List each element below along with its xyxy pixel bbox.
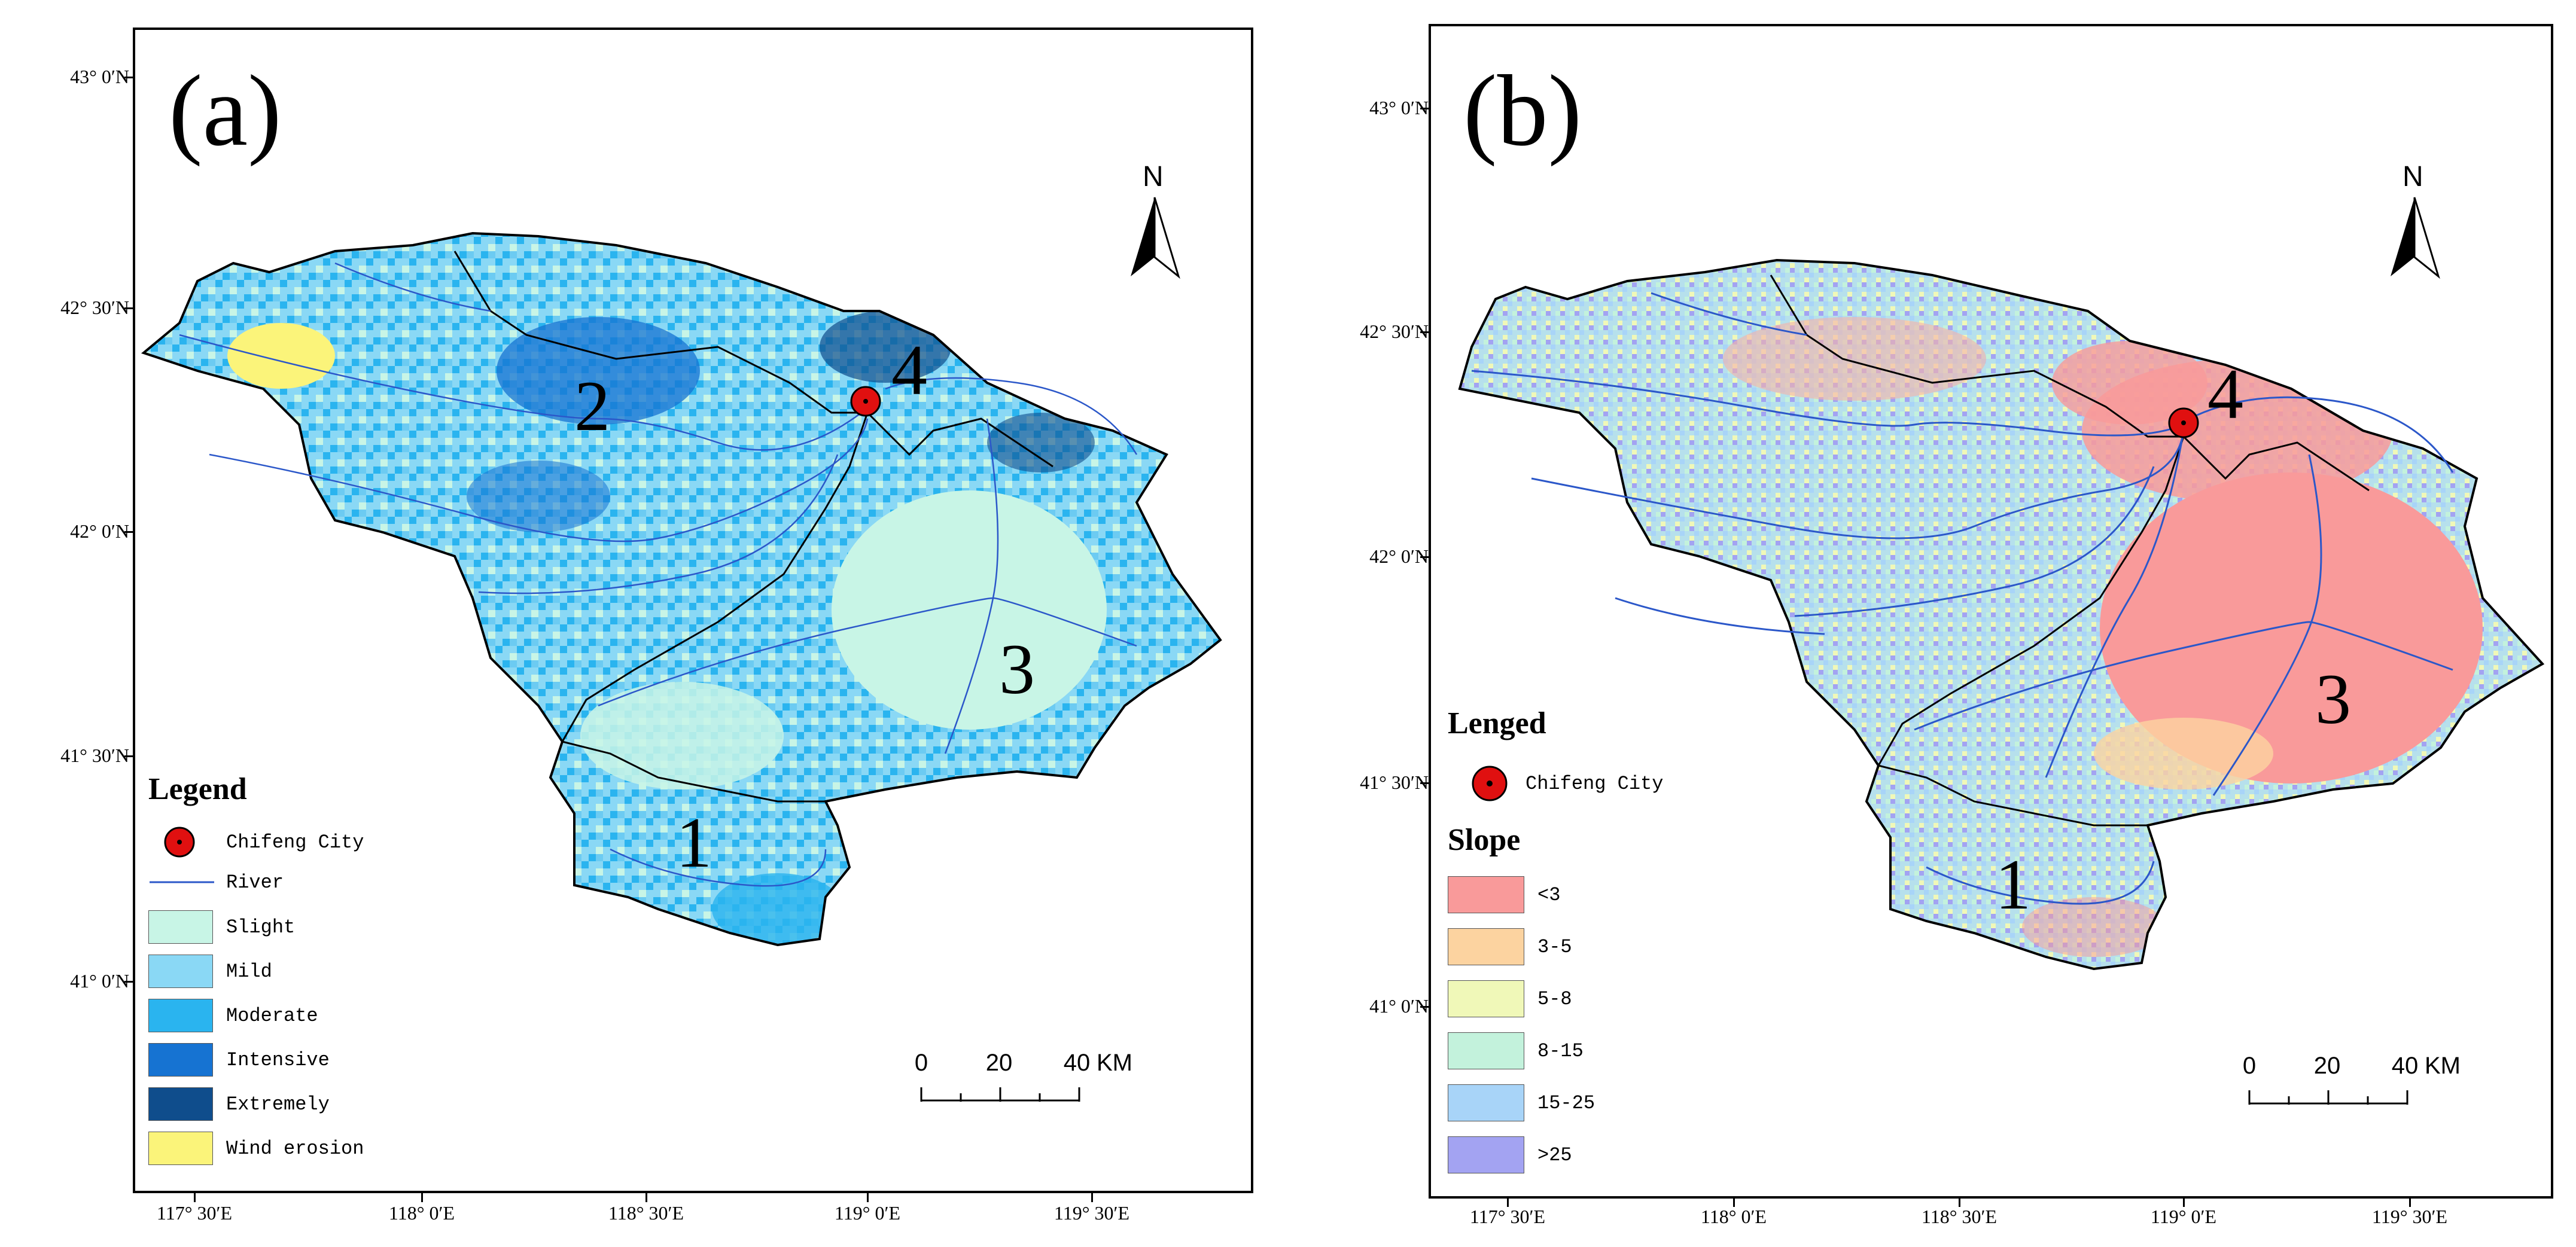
- panel-b-north-arrow: [2391, 197, 2414, 276]
- panel-b-lat-label: 42° 30′N: [1360, 321, 1429, 342]
- panel-b-legend-class: 3-5: [1448, 928, 1572, 965]
- panel-a-legend-class: Slight: [148, 910, 295, 944]
- swatch-8-15: [1448, 1032, 1524, 1069]
- panel-a-lon-label: 119° 30′E: [1053, 1202, 1130, 1224]
- swatch-5-8: [1448, 980, 1524, 1017]
- panel-b-scale-bar: 0 20 40 KM: [2242, 1053, 2461, 1105]
- panel-a-lat-label: 43° 0′N: [70, 66, 129, 87]
- panel-b-legend-title: Lenged: [1448, 706, 1546, 740]
- panel-a-legend-class: Extremely: [148, 1087, 330, 1121]
- panel-b-legend-class: 15-25: [1448, 1084, 1595, 1121]
- panel-a-region-number: 4: [891, 330, 927, 410]
- swatch-intensive: [148, 1043, 213, 1077]
- panel-b-lat-label: 41° 0′N: [1369, 995, 1429, 1017]
- swatch-gt25: [1448, 1136, 1524, 1173]
- panel-a-lat-label: 42° 0′N: [70, 520, 129, 542]
- panel-a-region-number: 1: [676, 803, 712, 882]
- panel-a-legend-class: Wind erosion: [148, 1132, 364, 1165]
- panel-b-legend-class: <3: [1448, 876, 1560, 913]
- panel-a-legend-class: Intensive: [148, 1043, 330, 1077]
- panel-a-north-label: N: [1143, 161, 1164, 193]
- swatch-3-5: [1448, 928, 1524, 965]
- panel-b-legend-class: >25: [1448, 1136, 1572, 1173]
- city-marker-icon: [164, 827, 195, 858]
- panel-b-slope-title: Slope: [1448, 823, 1521, 857]
- river-line-icon: [150, 881, 214, 883]
- panel-a-legend-class: Moderate: [148, 999, 318, 1032]
- panel-b-legend-class: 5-8: [1448, 980, 1572, 1017]
- panel-a-label: (a): [169, 54, 282, 167]
- panel-b-region-number: 1: [1995, 844, 2031, 924]
- panel-b-legend-class: 8-15: [1448, 1032, 1584, 1069]
- panel-b-label: (b): [1463, 54, 1582, 167]
- panel-b-lon-label: 119° 0′E: [2150, 1206, 2217, 1227]
- panel-a-legend-city: Chifeng City: [148, 825, 364, 859]
- panel-a-lat-label: 42° 30′N: [60, 297, 129, 318]
- panel-b-region-number: 4: [2207, 354, 2243, 434]
- panel-a-legend-title: Legend: [148, 772, 247, 806]
- city-marker-icon: [1472, 766, 1508, 801]
- swatch-wind-erosion: [148, 1132, 213, 1165]
- swatch-slight: [148, 910, 213, 944]
- panel-b-lat-label: 43° 0′N: [1369, 97, 1429, 118]
- swatch-mild: [148, 955, 213, 988]
- swatch-15-25: [1448, 1084, 1524, 1121]
- panel-a-region-number: 3: [999, 629, 1035, 709]
- panel-b-lon-label: 117° 30′E: [1469, 1206, 1546, 1227]
- panel-a-legend-river: River: [148, 870, 284, 894]
- panel-b-legend-city: Chifeng City: [1448, 766, 1663, 801]
- panel-b-lon-label: 118° 30′E: [1921, 1206, 1998, 1227]
- panel-b-lon-label: 118° 0′E: [1700, 1206, 1767, 1227]
- panel-b-north-label: N: [2403, 161, 2423, 193]
- panel-a-region-number: 2: [574, 366, 610, 446]
- panel-b-lon-label: 119° 30′E: [2371, 1206, 2448, 1227]
- panel-a-north-arrow: [1131, 197, 1155, 276]
- panel-a-lon-label: 117° 30′E: [156, 1202, 233, 1224]
- panel-a-scale-bar: 0 20 40 KM: [914, 1050, 1132, 1102]
- panel-b-lat-label: 42° 0′N: [1369, 545, 1429, 567]
- panel-a-legend-class: Mild: [148, 955, 272, 988]
- swatch-moderate: [148, 999, 213, 1032]
- swatch-extremely: [148, 1087, 213, 1121]
- panel-a-lat-label: 41° 0′N: [70, 970, 129, 992]
- swatch-lt3: [1448, 876, 1524, 913]
- panel-a-lat-label: 41° 30′N: [60, 745, 129, 766]
- panel-a-lon-label: 118° 30′E: [608, 1202, 684, 1224]
- panel-b-region-number: 3: [2315, 659, 2351, 739]
- panel-b-lat-label: 41° 30′N: [1360, 772, 1429, 793]
- panel-a-lon-label: 118° 0′E: [388, 1202, 455, 1224]
- panel-a-lon-label: 119° 0′E: [834, 1202, 901, 1224]
